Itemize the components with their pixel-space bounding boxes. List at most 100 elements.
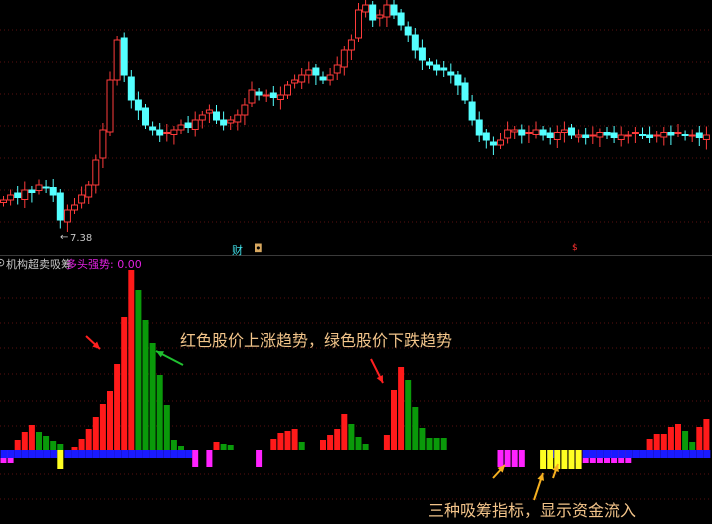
yellow-signal-bar: [540, 450, 547, 469]
candle-up: [660, 132, 668, 138]
blue-signal-bar: [163, 450, 171, 458]
candle-up: [298, 74, 306, 83]
candle-down: [454, 74, 462, 86]
falling-trend-bar: [440, 438, 447, 450]
yellow-signal-bar: [568, 450, 575, 469]
notice-event-marker[interactable]: ◘: [254, 242, 263, 255]
low-price-label: 7.38: [70, 233, 93, 244]
candle-down: [411, 34, 419, 51]
candle-up: [106, 79, 114, 133]
falling-trend-bar: [220, 444, 227, 450]
falling-trend-bar: [156, 375, 163, 450]
candle-up: [596, 132, 604, 138]
rising-trend-bar: [696, 427, 703, 450]
blue-signal-bar: [92, 450, 100, 458]
blue-signal-bar: [682, 450, 690, 458]
rising-trend-bar: [646, 439, 653, 450]
candle-up: [702, 134, 710, 140]
indicator-menu-icon[interactable]: ⊙: [0, 256, 6, 269]
candle-up: [674, 132, 682, 134]
candle-up: [525, 132, 533, 134]
yellow-signal-bar: [57, 450, 64, 469]
candle-down: [539, 129, 547, 136]
candlestick-chart[interactable]: [0, 0, 712, 256]
falling-trend-bar: [57, 444, 64, 450]
rising-trend-bar: [28, 425, 35, 450]
magenta-signal-bar: [192, 450, 199, 467]
candle-up: [198, 114, 206, 121]
candle-up: [85, 184, 93, 198]
rising-trend-bar: [270, 439, 277, 450]
candle-down: [42, 186, 50, 189]
falling-trend-bar: [163, 405, 170, 450]
candle-up: [63, 209, 71, 223]
blue-signal-bar: [625, 450, 633, 458]
candle-up: [617, 134, 625, 140]
blue-signal-bar: [64, 450, 72, 458]
candle-up: [624, 134, 632, 137]
candle-down: [220, 119, 228, 126]
falling-trend-bar: [178, 446, 184, 450]
blue-signal-bar: [50, 450, 58, 458]
candle-down: [369, 4, 377, 21]
rising-trend-bar: [660, 434, 667, 450]
candle-up: [376, 14, 384, 19]
candle-down: [14, 192, 22, 198]
falling-trend-bar: [135, 290, 142, 450]
candle-up: [248, 89, 256, 104]
magenta-signal-bar: [256, 450, 263, 467]
falling-trend-bar: [142, 320, 149, 450]
blue-signal-bar: [71, 450, 79, 458]
rising-trend-bar: [391, 390, 397, 450]
finance-event-marker[interactable]: 财: [232, 244, 243, 257]
candle-down: [127, 76, 135, 101]
blue-signal-bar: [178, 450, 185, 458]
candle-down: [56, 192, 64, 221]
blue-signal-bar: [689, 450, 697, 458]
falling-trend-bar: [227, 445, 234, 450]
falling-trend-bar: [355, 437, 362, 450]
candle-down: [646, 134, 654, 138]
candle-up: [163, 132, 171, 134]
candle-up: [241, 104, 249, 116]
rising-trend-bar: [327, 435, 334, 450]
candle-down: [461, 82, 469, 101]
candle-up: [92, 159, 100, 186]
blue-signal-bar: [28, 450, 36, 458]
rising-trend-bar: [114, 364, 121, 450]
rising-trend-bar: [71, 447, 78, 450]
indicator-value: 多头强势: 0.00: [66, 258, 142, 271]
rising-trend-bar: [398, 367, 405, 450]
blue-signal-bar: [646, 450, 654, 458]
candle-up: [113, 39, 121, 81]
blue-signal-bar: [604, 450, 611, 458]
candle-down: [610, 132, 618, 138]
rising-trend-bar: [383, 435, 390, 450]
magenta-signal-bar: [511, 450, 518, 467]
blue-signal-bar: [675, 450, 682, 458]
candle-down: [695, 132, 703, 138]
candle-up: [383, 4, 391, 18]
indicator-name[interactable]: 机构超卖吸筹: [6, 258, 72, 271]
candle-down: [156, 129, 164, 136]
blue-signal-bar: [142, 450, 150, 458]
blue-signal-bar: [99, 450, 107, 458]
candle-down: [582, 134, 590, 138]
dividend-event-marker[interactable]: $: [572, 243, 578, 253]
candle-up: [560, 129, 568, 133]
candle-up: [284, 84, 291, 96]
blue-signal-bar: [611, 450, 619, 458]
blue-signal-bar: [121, 450, 129, 458]
candle-up: [7, 194, 15, 201]
candle-down: [184, 122, 192, 128]
rising-trend-bar: [341, 414, 348, 450]
falling-trend-bar: [689, 442, 696, 450]
blue-signal-bar: [696, 450, 704, 458]
candle-up: [291, 79, 299, 84]
blue-signal-bar: [582, 450, 590, 458]
candle-down: [142, 107, 149, 126]
blue-signal-bar: [78, 450, 86, 458]
falling-trend-bar: [412, 407, 419, 450]
blue-signal-bar: [7, 450, 15, 458]
